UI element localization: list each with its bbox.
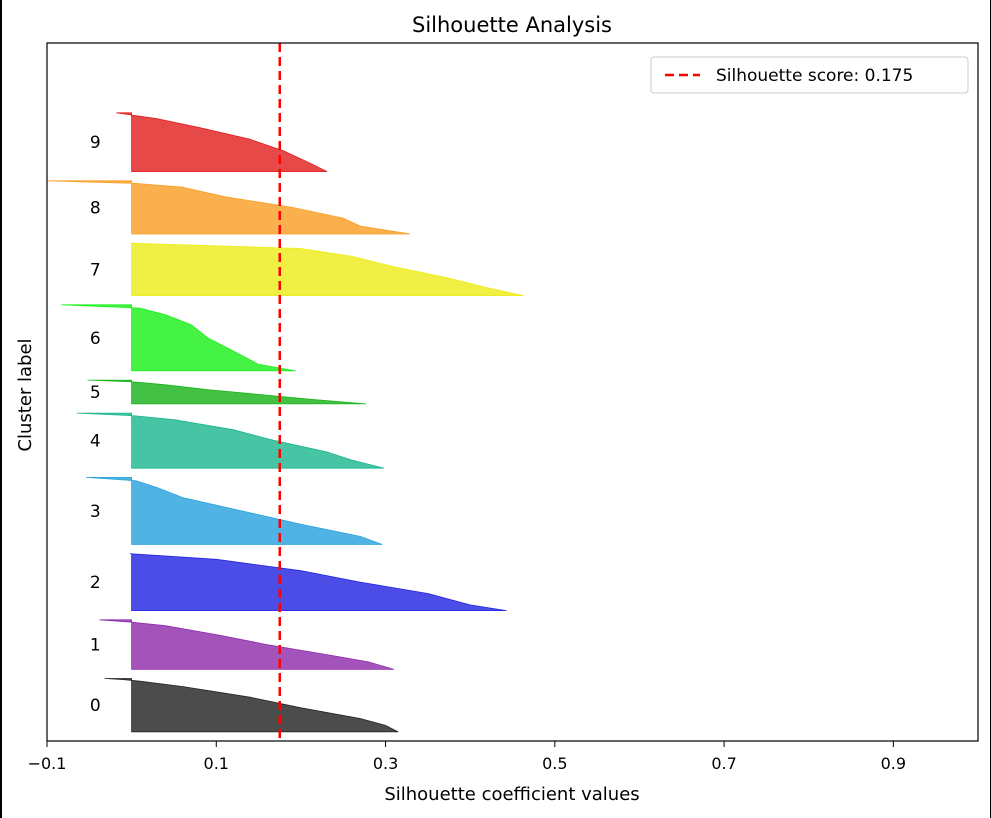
cluster-label-0: 0	[90, 696, 101, 716]
legend-score-label: Silhouette score: 0.175	[716, 66, 913, 86]
cluster-label-2: 2	[90, 573, 101, 593]
silhouette-cluster-7	[131, 242, 524, 297]
cluster-label-7: 7	[90, 260, 101, 280]
x-axis-ticks: −0.1 0.1 0.3 0.5 0.7 0.9	[28, 741, 906, 773]
plot-border	[46, 42, 979, 742]
silhouette-cluster-2	[129, 553, 507, 611]
x-tick-label: 0.3	[373, 754, 398, 773]
silhouette-cluster-0	[104, 678, 399, 733]
cluster-label-3: 3	[90, 502, 101, 522]
cluster-label-9: 9	[90, 133, 101, 153]
silhouette-cluster-3	[85, 476, 383, 545]
silhouette-cluster-9	[116, 112, 328, 173]
cluster-label-6: 6	[90, 329, 101, 349]
silhouette-cluster-6	[61, 304, 296, 372]
legend-box	[650, 56, 969, 94]
silhouette-series	[46, 112, 524, 733]
cluster-labels: 0 1 2 3 4 5 6 7 8 9	[90, 133, 101, 716]
silhouette-cluster-1	[99, 619, 395, 670]
y-axis-label: Cluster label	[15, 338, 36, 451]
x-axis-label: Silhouette coefficient values	[384, 784, 639, 805]
cluster-label-4: 4	[90, 432, 101, 452]
cluster-label-5: 5	[90, 383, 101, 403]
plot-area: 0 1 2 3 4 5 6 7 8 9	[46, 42, 979, 742]
cluster-label-1: 1	[90, 636, 101, 656]
x-tick-label: −0.1	[28, 754, 67, 773]
cluster-label-8: 8	[90, 198, 101, 218]
silhouette-cluster-4	[76, 412, 384, 469]
x-tick-label: 0.9	[881, 754, 906, 773]
x-tick-label: 0.5	[542, 754, 567, 773]
x-tick-label: 0.1	[204, 754, 229, 773]
silhouette-cluster-5	[87, 379, 367, 405]
x-tick-label: 0.7	[711, 754, 736, 773]
chart-title: Silhouette Analysis	[412, 13, 612, 37]
silhouette-cluster-8	[46, 180, 411, 235]
legend: Silhouette score: 0.175	[650, 56, 969, 94]
